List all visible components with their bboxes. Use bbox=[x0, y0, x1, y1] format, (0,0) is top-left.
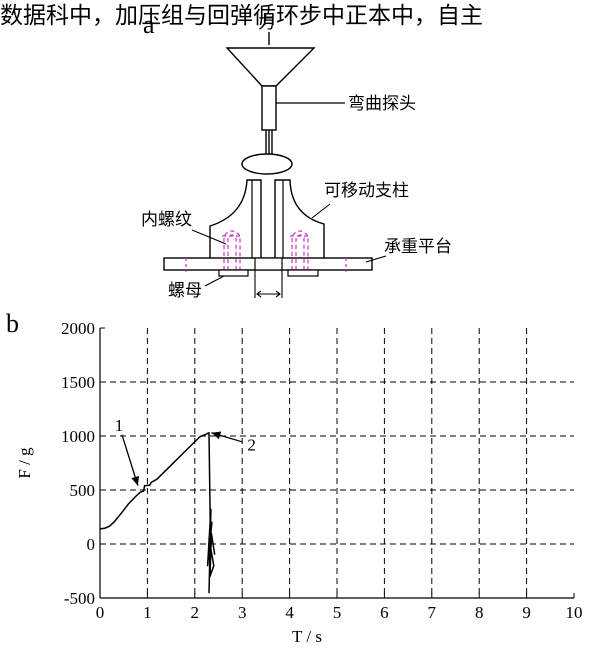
movable-pillar-label: 可移动支柱 bbox=[324, 181, 409, 201]
y-tick-label: 500 bbox=[70, 481, 96, 500]
thread-right bbox=[290, 230, 310, 270]
annotations: 12 bbox=[115, 416, 256, 486]
platform-label: 承重平台 bbox=[384, 237, 452, 257]
pillar-right bbox=[274, 179, 325, 258]
force-label: 力 bbox=[258, 13, 275, 33]
x-tick-label: 10 bbox=[566, 603, 583, 622]
panel-a-label: a bbox=[143, 10, 155, 39]
nut-right bbox=[287, 269, 319, 277]
x-tick-label: 5 bbox=[333, 603, 342, 622]
annotation-label: 1 bbox=[115, 416, 124, 435]
nut-leader bbox=[204, 275, 225, 287]
x-tick-label: 9 bbox=[522, 603, 531, 622]
x-tick-label: 3 bbox=[238, 603, 247, 622]
inner-thread-label: 内螺纹 bbox=[141, 210, 192, 230]
x-tick-label: 0 bbox=[96, 603, 105, 622]
annotation-arrowhead bbox=[131, 475, 140, 486]
annotation-label: 2 bbox=[247, 436, 256, 455]
x-tick-label: 2 bbox=[191, 603, 200, 622]
annotation-arrowhead bbox=[211, 431, 222, 440]
probe-label: 弯曲探头 bbox=[348, 94, 416, 114]
pillar-left bbox=[209, 179, 262, 258]
inner-thread-leader bbox=[191, 229, 227, 245]
header-partial-text: 数据科中，加压组与回弹循环步中正本中，自主 bbox=[0, 3, 483, 29]
x-tick-labels: 0 1 2 3 4 5 6 7 8 9 10 bbox=[96, 603, 583, 622]
grid bbox=[100, 328, 574, 598]
gap-dimension bbox=[254, 270, 283, 298]
y-tick-label: 0 bbox=[87, 535, 96, 554]
movable-pillar-leader bbox=[311, 203, 331, 219]
platform-slot bbox=[254, 257, 283, 271]
x-tick-label: 1 bbox=[143, 603, 152, 622]
x-tick-label: 7 bbox=[428, 603, 437, 622]
panel-b-label: b bbox=[6, 309, 19, 338]
y-tick-label: 1000 bbox=[61, 427, 95, 446]
y-tick-label: 2000 bbox=[61, 319, 95, 338]
thread-left bbox=[222, 230, 242, 270]
funnel-probe bbox=[225, 32, 316, 175]
nut-left bbox=[218, 269, 249, 277]
series-layer bbox=[99, 432, 216, 594]
x-tick-label: 8 bbox=[475, 603, 484, 622]
y-tick-labels: -500 0 500 1000 1500 2000 bbox=[61, 319, 95, 608]
series-line bbox=[99, 432, 216, 594]
x-tick-label: 4 bbox=[285, 603, 294, 622]
apparatus-diagram: a 力 弯曲探头 可移动支柱 内螺纹 bbox=[141, 10, 452, 301]
x-tick-label: 6 bbox=[380, 603, 389, 622]
y-axis-label: F / g bbox=[15, 447, 34, 479]
y-tick-label: -500 bbox=[64, 589, 95, 608]
axes bbox=[99, 327, 575, 599]
nut-label: 螺母 bbox=[168, 281, 202, 301]
y-tick-label: 1500 bbox=[61, 373, 95, 392]
x-axis-label: T / s bbox=[292, 627, 322, 646]
platform-leader bbox=[365, 255, 387, 263]
